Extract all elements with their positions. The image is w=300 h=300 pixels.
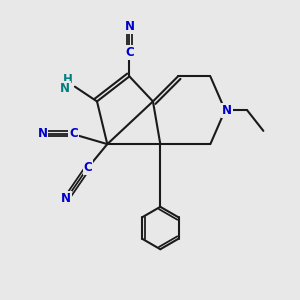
Text: N: N: [60, 82, 70, 95]
Text: N: N: [61, 192, 71, 205]
Text: C: C: [84, 161, 92, 174]
Text: N: N: [222, 104, 232, 117]
Text: H: H: [63, 74, 73, 86]
Text: N: N: [124, 20, 134, 33]
Text: C: C: [125, 46, 134, 59]
Text: N: N: [38, 127, 47, 140]
Text: C: C: [69, 127, 78, 140]
